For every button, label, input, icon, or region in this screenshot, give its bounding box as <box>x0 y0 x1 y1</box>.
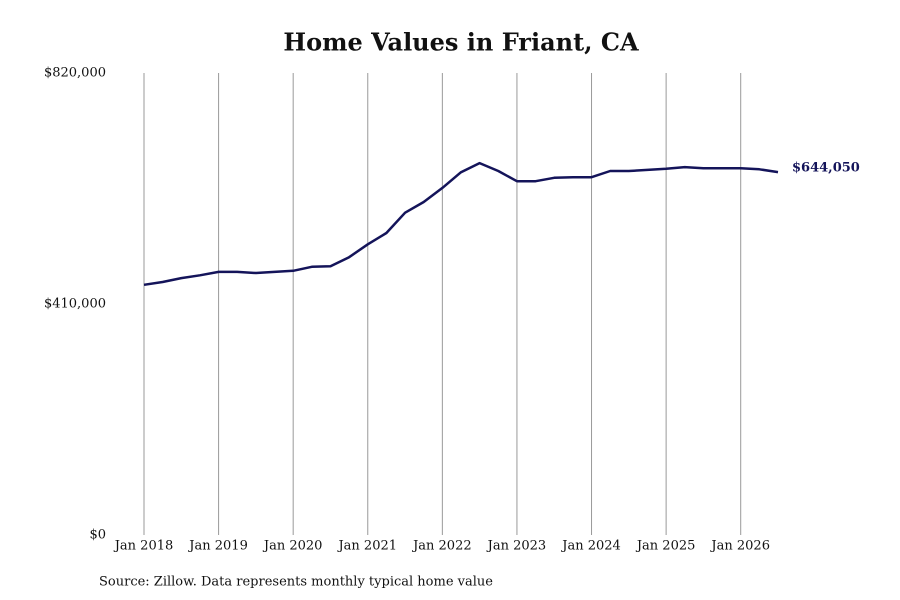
x-tick-label: Jan 2022 <box>411 539 472 554</box>
x-tick-label: Jan 2021 <box>336 539 397 554</box>
x-tick-label: Jan 2025 <box>635 539 696 554</box>
x-tick-label: Jan 2019 <box>187 539 248 554</box>
x-tick-label: Jan 2024 <box>560 539 621 554</box>
chart-title: Home Values in Friant, CA <box>283 28 639 57</box>
y-tick-label: $0 <box>89 528 106 543</box>
y-tick-label: $820,000 <box>44 66 106 81</box>
line <box>143 161 779 287</box>
end-value-label: $644,050 <box>792 161 860 176</box>
source-note: Source: Zillow. Data represents monthly … <box>99 575 493 590</box>
x-tick-label: Jan 2023 <box>486 539 547 554</box>
y-tick-label: $410,000 <box>44 297 106 312</box>
x-tick-label: Jan 2020 <box>262 539 323 554</box>
x-tick-label: Jan 2018 <box>113 539 174 554</box>
x-tick-label: Jan 2026 <box>709 539 770 554</box>
